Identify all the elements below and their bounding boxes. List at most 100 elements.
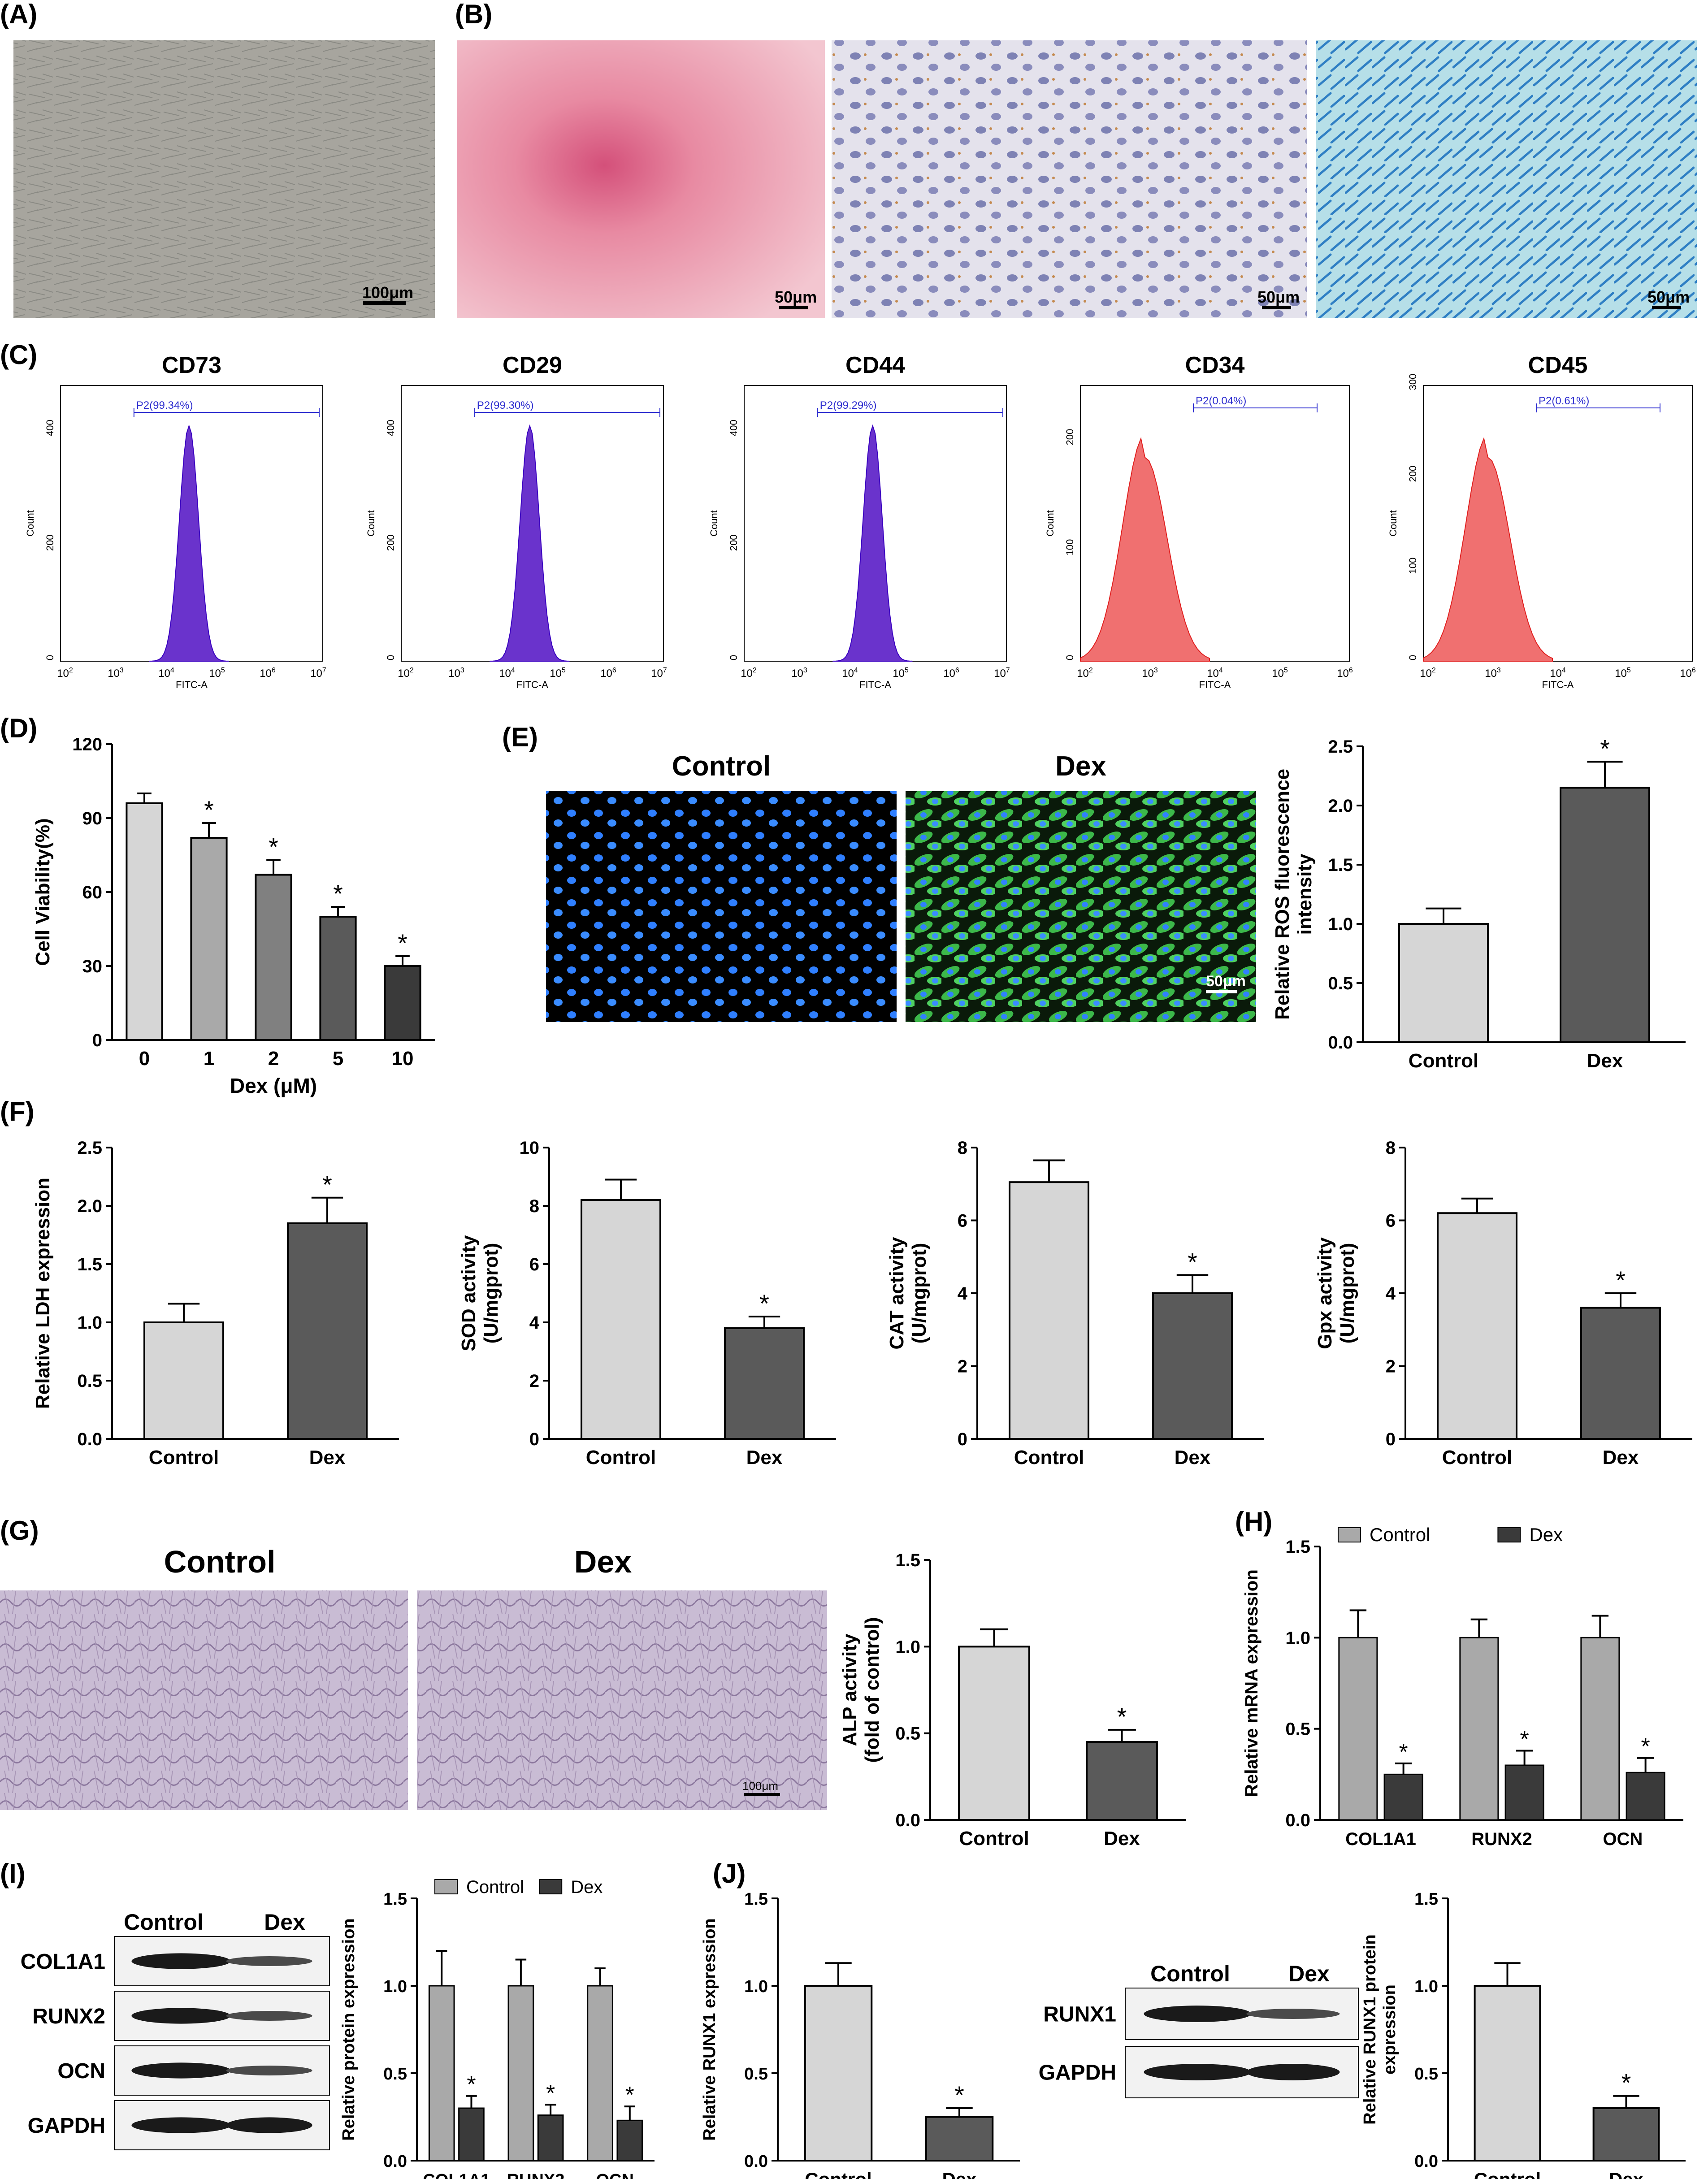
blot-j-header-control: Control <box>1150 1961 1230 1986</box>
flow-gate-label: P2(0.61%) <box>1539 395 1589 407</box>
significance-mark: * <box>546 2080 555 2106</box>
y-tick-label: 1.5 <box>1328 855 1353 875</box>
flow-xtick-exp: 7 <box>1006 667 1010 674</box>
bar <box>724 1327 805 1440</box>
significance-mark: * <box>269 833 278 861</box>
x-tick-label: Dex <box>309 1447 346 1469</box>
flow-xtick: 103 <box>1485 667 1501 680</box>
y-tick-label: 6 <box>1386 1211 1396 1231</box>
significance-mark: * <box>1117 1702 1127 1731</box>
panel-label-h: (H) <box>1235 1507 1272 1537</box>
flow-xtick-exp: 2 <box>410 667 414 674</box>
image-g-control-title: Control <box>164 1544 276 1579</box>
panel-label-c: (C) <box>0 340 37 370</box>
flow-xlabel: FITC-A <box>859 679 891 690</box>
x-tick-label: OCN <box>596 2171 633 2179</box>
panel-label-e: (E) <box>502 722 538 752</box>
x-tick-label: Dex <box>1603 1447 1639 1469</box>
x-tick-label: Dex <box>1104 1828 1140 1850</box>
y-axis-label: Relative LDH expression <box>32 1178 54 1409</box>
bar <box>925 2116 994 2162</box>
flow-xtick-exp: 5 <box>221 667 225 674</box>
bar-control <box>1580 1637 1620 1821</box>
legend-label: Dex <box>1529 1524 1563 1545</box>
flow-gate-label: P2(0.04%) <box>1196 395 1246 407</box>
flow-xtick-exp: 4 <box>1219 667 1223 674</box>
bar-dex <box>616 2119 643 2162</box>
flow-xtick-exp: 4 <box>170 667 174 674</box>
y-tick-label: 0.5 <box>1285 1720 1310 1739</box>
bar-control <box>428 1985 455 2162</box>
blot-band-dex <box>226 2011 312 2021</box>
x-tick-label: Control <box>1014 1447 1084 1469</box>
blot-band-dex <box>1246 2064 1340 2080</box>
bar <box>1580 1307 1661 1440</box>
y-axis-label: Gpx activity <box>1314 1237 1336 1349</box>
flow-title: CD45 <box>1528 352 1588 378</box>
flow-ytick: 100 <box>1064 539 1075 556</box>
bar <box>190 837 228 1041</box>
y-tick-label: 1.5 <box>744 1890 768 1909</box>
flow-xtick: 104 <box>158 667 174 680</box>
bar <box>1086 1741 1158 1821</box>
image-g-dex: Dex 100μm <box>417 1544 827 1810</box>
legend-swatch <box>1338 1527 1361 1542</box>
flow-xtick-exp: 7 <box>663 667 667 674</box>
blot-row-label: GAPDH <box>28 2114 105 2138</box>
flow-histogram <box>1080 437 1210 662</box>
flow-xtick-exp: 6 <box>272 667 276 674</box>
bar <box>1592 2107 1660 2162</box>
y-tick-label: 120 <box>72 735 102 754</box>
bar-dex <box>1383 1773 1423 1821</box>
y-tick-label: 1.0 <box>1285 1628 1310 1648</box>
panel-label-a: (A) <box>0 0 37 29</box>
y-tick-label: 0.5 <box>744 2065 768 2084</box>
panel-label-g: (G) <box>0 1516 39 1546</box>
y-axis-label: (fold of control) <box>861 1617 883 1763</box>
y-tick-label: 90 <box>82 809 103 828</box>
flow-xlabel: FITC-A <box>176 679 208 690</box>
flow-xtick-exp: 5 <box>562 667 566 674</box>
chart-h: 0.0 0.5 1.0 1.5 Relative mRNA expression * * * C… <box>1242 1524 1683 1849</box>
flow-panel-cd45: CD45 0 100 200 300 Count 102 103 104 105 106 FITC-A… <box>1387 352 1696 690</box>
blot-band-control <box>131 2062 231 2079</box>
flow-xtick: 103 <box>448 667 464 680</box>
flow-panel-cd34: CD34 0 100 200 Count 102 103 104 105 106 FITC-A P2(… <box>1045 352 1353 690</box>
x-tick-label: 1 <box>204 1048 214 1070</box>
flow-xtick: 103 <box>1142 667 1158 680</box>
bar <box>1009 1181 1089 1440</box>
blot-j-header-dex: Dex <box>1288 1961 1330 1986</box>
x-tick-label: 5 <box>333 1048 343 1070</box>
x-tick-label: Dex <box>746 1447 783 1469</box>
bar <box>255 874 292 1041</box>
y-tick-label: 0.5 <box>1328 974 1353 993</box>
chart-f4: 0 2 4 6 8 Gpx activity (U/mgprot) Control * Dex <box>1314 1138 1692 1469</box>
flow-xlabel: FITC-A <box>1199 679 1231 690</box>
x-tick-label: Dex <box>942 2169 977 2179</box>
y-tick-label: 2.0 <box>1328 796 1353 816</box>
y-axis-label: Relative RUNX1 protein <box>1361 1934 1379 2124</box>
flow-xtick: 102 <box>398 667 414 680</box>
x-tick-label: Control <box>1409 1050 1478 1072</box>
flow-title: CD34 <box>1185 352 1245 378</box>
y-axis-label: Cell Viability(%) <box>32 818 54 966</box>
significance-mark: * <box>1188 1248 1197 1276</box>
y-tick-label: 0.0 <box>744 2152 768 2171</box>
blot-band-dex <box>226 2117 312 2133</box>
y-tick-label: 1.0 <box>383 1977 407 1996</box>
bar-dex <box>537 2114 564 2162</box>
blot-row-label: GAPDH <box>1039 2061 1116 2085</box>
blot-band-control <box>131 2008 231 2024</box>
significance-mark: * <box>759 1289 769 1317</box>
scale-a: 100μm <box>362 283 413 302</box>
flow-xtick-exp: 3 <box>1154 667 1158 674</box>
panel-label-f: (F) <box>0 1096 35 1126</box>
x-tick-label: COL1A1 <box>423 2171 490 2179</box>
x-tick-label: Control <box>1474 2169 1541 2179</box>
flow-ytick: 0 <box>1407 655 1418 660</box>
flow-xtick-exp: 2 <box>1432 667 1436 674</box>
x-axis-label: Dex (μM) <box>230 1074 317 1097</box>
x-tick-label: COL1A1 <box>1345 1829 1416 1849</box>
flow-ytick: 0 <box>385 655 396 660</box>
